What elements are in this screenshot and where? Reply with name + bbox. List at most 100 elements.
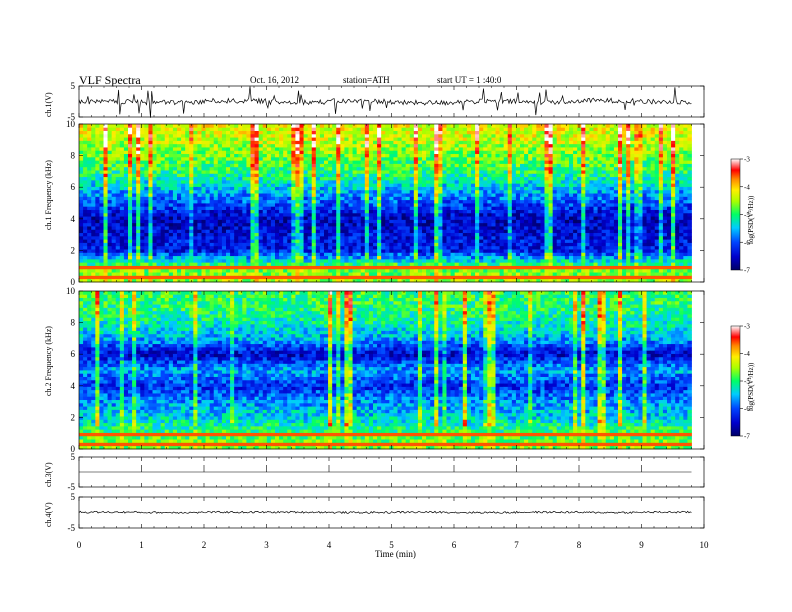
spectrogram-cell (242, 212, 247, 217)
spectrogram-cell (95, 272, 100, 276)
spectrogram-cell (234, 193, 239, 197)
spectrogram-cell (148, 272, 153, 276)
spectrogram-cell (201, 242, 206, 247)
spectrogram-cell (152, 156, 157, 161)
spectrogram-cell (119, 170, 125, 174)
spectrogram-cell (295, 133, 300, 138)
spectrogram-cell (393, 163, 398, 168)
spectrogram-cell (91, 258, 96, 263)
spectrogram-cell (201, 153, 206, 158)
spectrogram-cell (295, 196, 300, 201)
spectrogram-cell (193, 193, 198, 197)
spectrogram-cell (319, 229, 325, 234)
spectrogram-cell (479, 258, 484, 263)
spectrogram-cell (128, 130, 133, 135)
spectrogram-cell (197, 265, 202, 270)
spectrogram-cell (487, 150, 492, 155)
spectrogram-cell (242, 170, 247, 174)
spectrogram-cell (254, 153, 260, 158)
spectrogram-cell (422, 222, 427, 227)
spectrogram-cell (319, 143, 325, 148)
spectrogram-cell (287, 143, 292, 148)
spectrogram-cell (332, 262, 337, 266)
spectrogram-cell (107, 272, 113, 276)
spectrogram-cell (495, 186, 500, 191)
spectrogram-cell (360, 275, 366, 280)
spectrogram-cell (230, 239, 235, 243)
spectrogram-cell (79, 206, 84, 210)
spectrogram-cell (454, 232, 460, 237)
spectrogram-cell (373, 130, 378, 135)
spectrogram-cell (368, 170, 374, 174)
spectrogram-cell (434, 275, 439, 280)
spectrogram-cell (385, 245, 390, 250)
spectrogram-cell (385, 229, 390, 234)
spectrogram-cell (168, 268, 174, 273)
spectrogram-cell (107, 176, 113, 181)
spectrogram-cell (409, 160, 415, 164)
spectrogram-cell (491, 124, 496, 128)
spectrogram-cell (393, 249, 398, 253)
spectrogram-cell (168, 235, 174, 240)
spectrogram-cell (340, 166, 345, 171)
spectrogram-cell (332, 203, 337, 207)
spectrogram-cell (471, 262, 476, 266)
spectrogram-cell (250, 222, 255, 227)
spectrogram-cell (373, 173, 378, 178)
spectrogram-cell (266, 124, 272, 128)
spectrogram-cell (381, 140, 386, 145)
spectrogram-cell (132, 275, 137, 280)
spectrogram-cell (368, 173, 374, 178)
spectrogram-cell (352, 255, 358, 260)
spectrogram-cell (254, 239, 260, 243)
spectrogram-cell (103, 232, 108, 237)
spectrogram-cell (132, 199, 137, 204)
spectrogram-cell (332, 143, 337, 148)
spectrogram-cell (266, 186, 272, 191)
spectrogram-cell (299, 278, 304, 283)
spectrogram-cell (450, 179, 456, 184)
spectrogram-cell (152, 193, 157, 197)
spectrogram-cell (332, 193, 337, 197)
spectrogram-cell (226, 203, 231, 207)
spectrogram-cell (332, 189, 337, 194)
spectrogram-cell (409, 265, 415, 270)
spectrogram-cell (132, 153, 137, 158)
spectrogram-cell (328, 124, 333, 128)
spectrogram-cell (213, 189, 219, 194)
spectrogram-cell (303, 219, 309, 224)
spectrogram-cell (405, 189, 411, 194)
spectrogram-cell (213, 203, 219, 207)
spectrogram-cell (201, 262, 206, 266)
spectrogram-cell (221, 137, 227, 141)
spectrogram-cell (230, 163, 235, 168)
spectrogram-cell (91, 203, 96, 207)
spectrogram-cell (246, 278, 251, 283)
spectrogram-cell (262, 235, 268, 240)
spectrogram-cell (397, 140, 402, 145)
spectrogram-cell (299, 235, 304, 240)
spectrogram-cell (177, 127, 182, 131)
spectrogram-cell (95, 186, 100, 191)
spectrogram-cell (128, 143, 133, 148)
spectrogram-cell (364, 193, 370, 197)
spectrogram-cell (303, 206, 309, 210)
spectrogram-cell (132, 265, 137, 270)
spectrogram-cell (348, 179, 353, 184)
spectrogram-cell (495, 209, 500, 214)
spectrogram-cell (205, 137, 211, 141)
spectrogram-cell (397, 216, 402, 220)
spectrogram-cell (344, 133, 349, 138)
spectrogram-cell (311, 153, 317, 158)
spectrogram-cell (340, 130, 345, 135)
spectrogram-cell (87, 229, 92, 234)
spectrogram-cell (128, 262, 133, 266)
spectrogram-cell (332, 196, 337, 201)
spectrogram-cell (226, 170, 231, 174)
spectrogram-cell (242, 137, 247, 141)
spectrogram-cell (95, 239, 100, 243)
spectrogram-cell (226, 153, 231, 158)
spectrogram-cell (426, 196, 431, 201)
spectrogram-cell (115, 150, 121, 155)
spectrogram-cell (258, 206, 264, 210)
